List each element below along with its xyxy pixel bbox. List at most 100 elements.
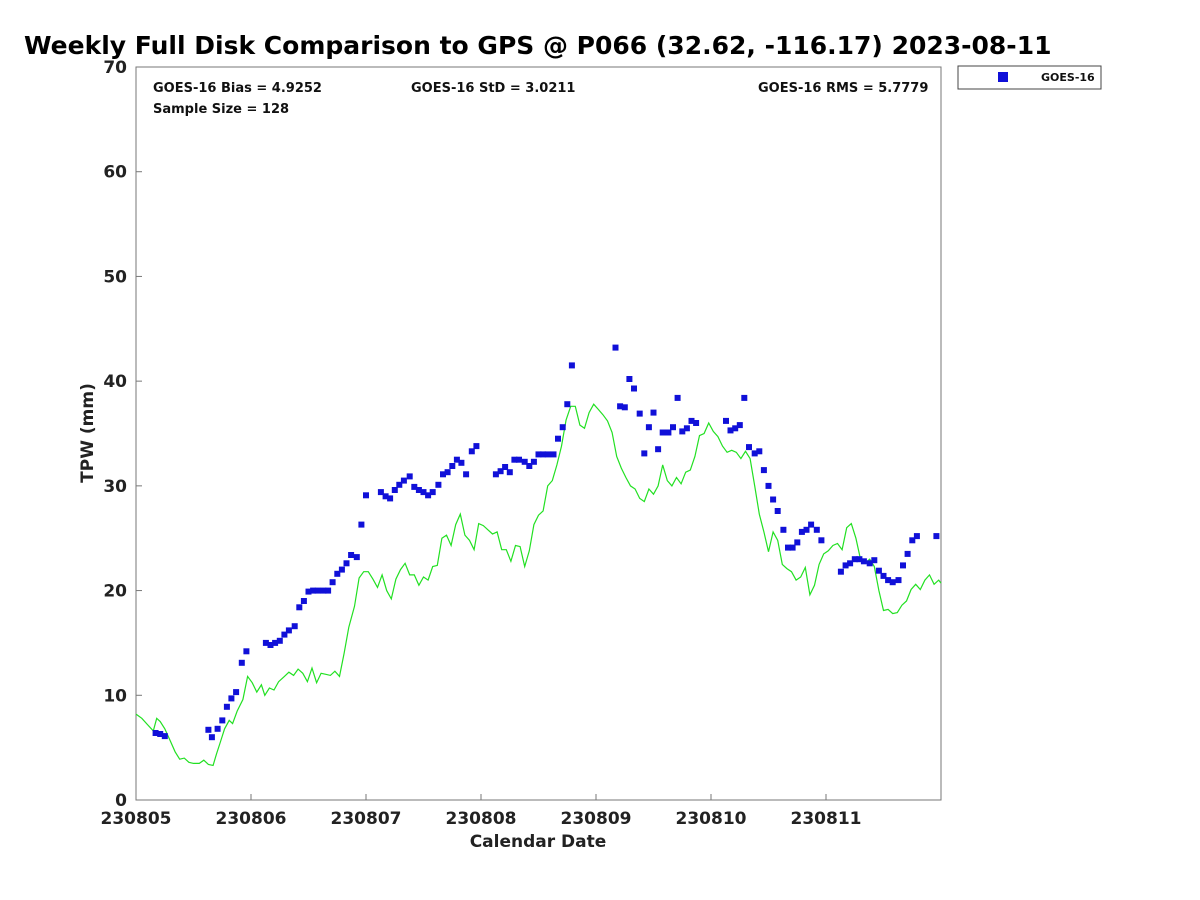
goes16-data-point [161,733,168,740]
goes16-data-point [727,427,734,434]
goes16-data-point [665,429,672,436]
goes16-data-point [612,344,619,351]
plot-area [135,344,942,767]
gps-tpw-line [135,403,942,767]
goes16-data-point [377,489,384,496]
goes16-data-point [208,734,215,741]
goes16-data-point [645,424,652,431]
goes16-data-point [636,410,643,417]
goes16-data-point [803,526,810,533]
stat-std: GOES-16 StD = 3.0211 [411,81,575,96]
goes16-data-point [670,424,676,431]
goes16-data-point [281,631,288,638]
goes16-data-point [900,562,906,569]
goes16-data-point [310,587,317,594]
goes16-data-point [343,560,350,567]
y-tick-label: 40 [103,372,127,392]
goes16-data-point [320,587,327,594]
goes16-data-point [506,469,513,476]
goes16-data-point [693,420,700,426]
goes16-data-point [267,642,274,648]
goes16-data-point [808,521,815,528]
goes16-data-point [411,483,418,490]
legend: GOES-16 [957,65,1102,90]
goes16-data-point [526,463,533,469]
goes16-data-point [285,627,292,634]
goes16-data-point [396,481,403,488]
goes16-data-point [353,554,360,561]
goes16-data-point [641,450,648,457]
x-tick-label: 230810 [676,809,747,829]
goes16-data-point [223,703,230,710]
x-tick-label: 230806 [216,809,287,829]
goes16-data-point [521,458,528,465]
x-axis-label: Calendar Date [470,832,607,852]
goes16-data-point [492,471,499,478]
goes16-data-point [885,577,892,584]
goes16-data-point [875,567,882,574]
goes16-data-point [544,451,551,458]
goes16-data-point [400,477,407,484]
x-tick-label: 230805 [101,809,172,829]
goes16-data-point [152,730,159,736]
goes16-data-point [276,637,283,644]
goes16-data-point [262,639,269,646]
goes16-data-point [473,443,480,450]
goes16-data-point [780,526,787,533]
goes16-data-point [205,726,212,733]
goes16-data-point [650,409,657,416]
goes16-data-point [871,557,878,564]
goes16-data-point [382,493,389,500]
goes16-data-point [420,489,427,496]
goes16-data-point [851,556,858,563]
chart-title: Weekly Full Disk Comparison to GPS @ P06… [24,31,1051,60]
goes16-data-point [860,558,867,565]
goes16-data-point [631,385,637,392]
goes16-data-point [674,394,681,401]
goes16-data-point [535,451,542,458]
goes16-data-point [329,579,336,586]
y-tick-label: 10 [103,686,127,706]
goes16-data-point [497,468,504,475]
goes16-data-point [387,495,394,502]
goes16-data-point [568,362,575,369]
goes16-data-point [296,604,303,611]
goes16-data-point [904,550,911,557]
goes16-data-point [338,566,345,573]
y-tick-label: 60 [103,163,127,183]
goes16-data-point [453,456,460,463]
goes16-data-point [813,526,820,533]
plot-frame [135,66,942,801]
goes16-data-point [550,451,557,458]
goes16-data-point [243,648,250,655]
stat-bias: GOES-16 Bias = 4.9252 [153,81,322,96]
goes16-data-point [300,598,307,604]
goes16-data-point [732,425,739,432]
goes16-data-point [818,537,825,544]
y-tick-label: 20 [103,582,127,602]
goes16-data-point [866,560,873,567]
x-tick-label: 230809 [561,809,632,829]
goes16-data-point [391,487,398,493]
y-tick-label: 0 [115,791,127,811]
goes16-data-point [555,435,561,442]
goes16-data-point [272,639,279,646]
goes16-data-point [429,489,436,496]
y-axis: 0 10 20 30 40 50 60 70 [103,58,142,811]
goes16-data-point [736,422,743,429]
goes16-data-point [933,533,940,540]
goes16-data-point [325,587,332,594]
goes16-data-point [723,417,729,424]
goes16-data-point [842,562,849,569]
goes16-data-point [756,448,763,455]
goes16-data-point [847,560,854,567]
x-tick-label: 230808 [446,809,517,829]
goes16-data-point [358,521,365,528]
goes16-data-point [909,537,916,544]
goes16-data-point [511,456,518,463]
goes16-data-point [564,401,571,408]
goes16-data-point [746,444,752,451]
goes16-data-point [440,471,446,478]
goes16-data-point [516,456,522,463]
